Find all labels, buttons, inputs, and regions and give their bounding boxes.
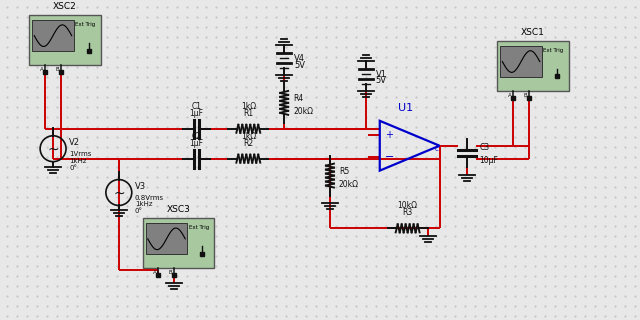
Text: 20kΩ: 20kΩ xyxy=(293,107,313,116)
Text: 0.8Vrms: 0.8Vrms xyxy=(135,195,164,201)
Bar xyxy=(143,219,214,268)
Bar xyxy=(146,223,188,254)
Text: R2: R2 xyxy=(243,139,253,148)
Text: 10μF: 10μF xyxy=(479,156,498,165)
Text: B: B xyxy=(524,93,527,98)
Text: B: B xyxy=(55,67,59,72)
Text: 20kΩ: 20kΩ xyxy=(339,180,359,188)
Text: 1kHz: 1kHz xyxy=(69,158,86,164)
Text: 1μF: 1μF xyxy=(189,139,204,148)
Text: C1: C1 xyxy=(191,102,202,111)
Text: C2: C2 xyxy=(191,132,202,141)
Text: XSC3: XSC3 xyxy=(166,205,191,214)
Text: B: B xyxy=(169,270,173,275)
Text: 1Vrms: 1Vrms xyxy=(69,151,92,157)
Text: Ext Trig: Ext Trig xyxy=(189,225,209,230)
Text: U1: U1 xyxy=(398,103,413,113)
Text: R4: R4 xyxy=(293,94,303,103)
Bar xyxy=(32,20,74,51)
Text: A: A xyxy=(153,270,157,275)
Text: 0°: 0° xyxy=(135,208,143,214)
Text: C3: C3 xyxy=(479,143,490,152)
Text: c: c xyxy=(435,146,438,152)
Text: R1: R1 xyxy=(243,109,253,118)
Text: A: A xyxy=(508,93,511,98)
Text: 1kΩ: 1kΩ xyxy=(241,102,256,111)
Text: −: − xyxy=(385,152,394,162)
Text: XSC2: XSC2 xyxy=(53,2,77,11)
Bar xyxy=(29,15,101,65)
Text: 1kHz: 1kHz xyxy=(135,202,152,207)
Text: V4: V4 xyxy=(294,53,305,63)
Text: 1kΩ: 1kΩ xyxy=(241,132,256,141)
Text: 10kΩ: 10kΩ xyxy=(397,202,418,211)
Text: 0°: 0° xyxy=(69,164,77,171)
Text: R3: R3 xyxy=(403,208,413,217)
Text: V1: V1 xyxy=(376,69,387,78)
Text: V2: V2 xyxy=(69,138,80,147)
Text: Ext Trig: Ext Trig xyxy=(543,48,563,53)
Bar xyxy=(500,46,542,77)
Text: ~: ~ xyxy=(113,187,125,201)
Text: 5V: 5V xyxy=(376,76,387,85)
Text: R5: R5 xyxy=(339,167,349,176)
Text: Ext Trig: Ext Trig xyxy=(75,22,95,27)
Text: 5V: 5V xyxy=(294,60,305,69)
Text: XSC1: XSC1 xyxy=(521,28,545,37)
Text: V3: V3 xyxy=(135,182,146,191)
Text: 1μF: 1μF xyxy=(189,109,204,118)
Text: A: A xyxy=(40,67,44,72)
Text: +: + xyxy=(385,130,393,140)
Bar xyxy=(497,41,569,91)
Text: ~: ~ xyxy=(47,143,59,157)
